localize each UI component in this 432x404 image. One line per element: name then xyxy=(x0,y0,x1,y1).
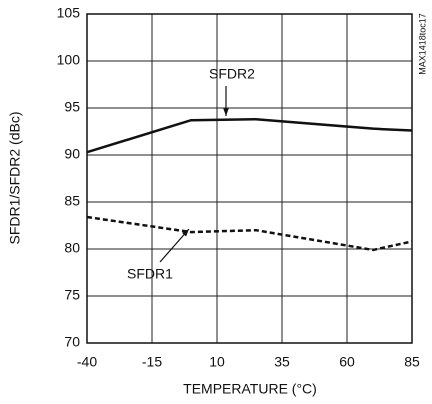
series-line xyxy=(86,118,413,154)
plot-frame xyxy=(86,13,413,344)
x-tick-label: -40 xyxy=(77,354,97,370)
x-tick-label: -15 xyxy=(142,354,162,370)
series-label: SFDR1 xyxy=(127,266,173,282)
y-tick-label: 105 xyxy=(57,5,81,21)
y-tick-label: 90 xyxy=(64,146,80,162)
y-tick-label: 85 xyxy=(64,193,80,209)
series-line xyxy=(86,215,413,252)
arrow-head xyxy=(181,229,189,237)
y-tick-label: 70 xyxy=(64,334,80,350)
y-tick-label: 95 xyxy=(64,99,80,115)
x-tick-label: 60 xyxy=(339,354,355,370)
x-tick-label: 85 xyxy=(404,354,420,370)
y-tick-label: 100 xyxy=(57,52,81,68)
y-tick-label: 80 xyxy=(64,240,80,256)
figure-note: MAX1418toc17 xyxy=(417,13,427,75)
x-tick-label: 35 xyxy=(274,354,290,370)
y-axis-label: SFDR1/SFDR2 (dBc) xyxy=(7,111,23,244)
series-label: SFDR2 xyxy=(209,66,255,82)
x-axis-label: TEMPERATURE (°C) xyxy=(183,381,317,397)
arrow-head xyxy=(223,108,229,116)
y-tick-label: 75 xyxy=(64,287,80,303)
x-tick-label: 10 xyxy=(209,354,225,370)
